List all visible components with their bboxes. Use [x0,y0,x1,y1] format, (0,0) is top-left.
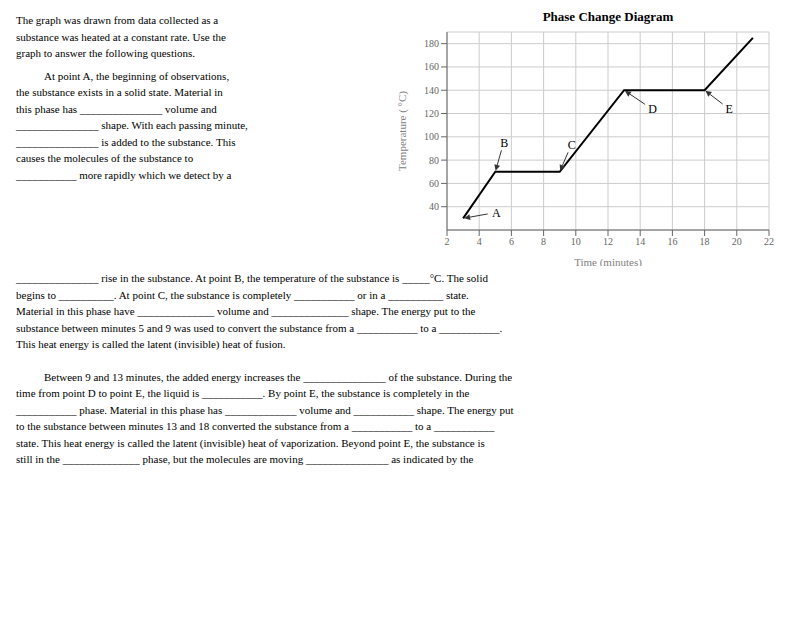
svg-text:10: 10 [571,236,581,247]
html-text:substance between minutes 5 an: substance between minutes 5 and 9 was us… [16,321,503,334]
html-text:substance was heated at a cons: substance was heated at a constant rate.… [16,30,226,43]
html-text:to the substance between minut: to the substance between minutes 13 and … [16,420,495,432]
html-text:Phase Change Diagram: Phase Change Diagram [542,9,674,24]
html-text:time from point D to point E,: time from point D to point E, the liquid… [16,387,470,399]
svg-text:B: B [500,136,508,150]
svg-text:12: 12 [603,236,613,247]
html-text:This heat energy is called the: This heat energy is called the latent (i… [16,338,286,350]
svg-text:C: C [568,138,576,152]
svg-text:D: D [648,102,657,116]
html-text:___________ more rapidly which: ___________ more rapidly which we detect… [16,168,232,181]
html-text:___________ phase. Material in: ___________ phase. Material in this phas… [16,403,514,416]
svg-text:E: E [726,102,733,116]
svg-text:Temperature ( °C): Temperature ( °C) [396,91,409,171]
svg-text:140: 140 [424,85,439,96]
html-text:_______________ shape. With ea: _______________ shape. With each passing… [16,119,248,131]
svg-text:22: 22 [764,236,774,247]
svg-text:100: 100 [424,131,439,142]
svg-text:4: 4 [477,236,482,247]
svg-text:40: 40 [429,201,439,212]
svg-text:A: A [492,206,501,220]
html-text:At point A, the beginning of o: At point A, the beginning of observation… [44,69,230,82]
svg-text:160: 160 [424,61,439,72]
html-text:_______________ rise in the su: _______________ rise in the substance. A… [16,272,488,284]
svg-text:18: 18 [700,236,710,247]
html-text:_______________ is added to th: _______________ is added to the substanc… [16,135,236,148]
html-text:state. This heat energy is cal: state. This heat energy is called the la… [16,436,485,449]
svg-text:60: 60 [429,178,439,189]
svg-text:20: 20 [732,236,742,247]
svg-text:2: 2 [445,236,450,247]
svg-text:6: 6 [509,236,514,247]
svg-text:180: 180 [424,38,439,49]
html-text:The graph was drawn from data: The graph was drawn from data collected … [16,14,219,26]
html-text:still in the ______________ ph: still in the ______________ phase, but t… [16,453,474,465]
svg-text:120: 120 [424,108,439,119]
html-text:Material in this phase have __: Material in this phase have ____________… [16,305,476,317]
svg-text:16: 16 [667,236,677,247]
html-text:Between 9 and 13 minutes, the: Between 9 and 13 minutes, the added ener… [44,370,513,383]
svg-text:14: 14 [635,236,645,247]
svg-text:8: 8 [541,236,546,247]
html-text:causes the molecules of the su: causes the molecules of the substance to [16,152,194,164]
html-text:this phase has _______________: this phase has _______________ volume an… [16,102,217,115]
html-text:begins to __________. At point: begins to __________. At point C, the su… [16,288,469,301]
svg-text:80: 80 [429,155,439,166]
html-text:the substance exists in a soli: the substance exists in a solid state. M… [16,86,223,98]
html-text:graph to answer the following: graph to answer the following questions. [16,47,195,59]
svg-text:Time (minutes): Time (minutes) [574,256,642,266]
